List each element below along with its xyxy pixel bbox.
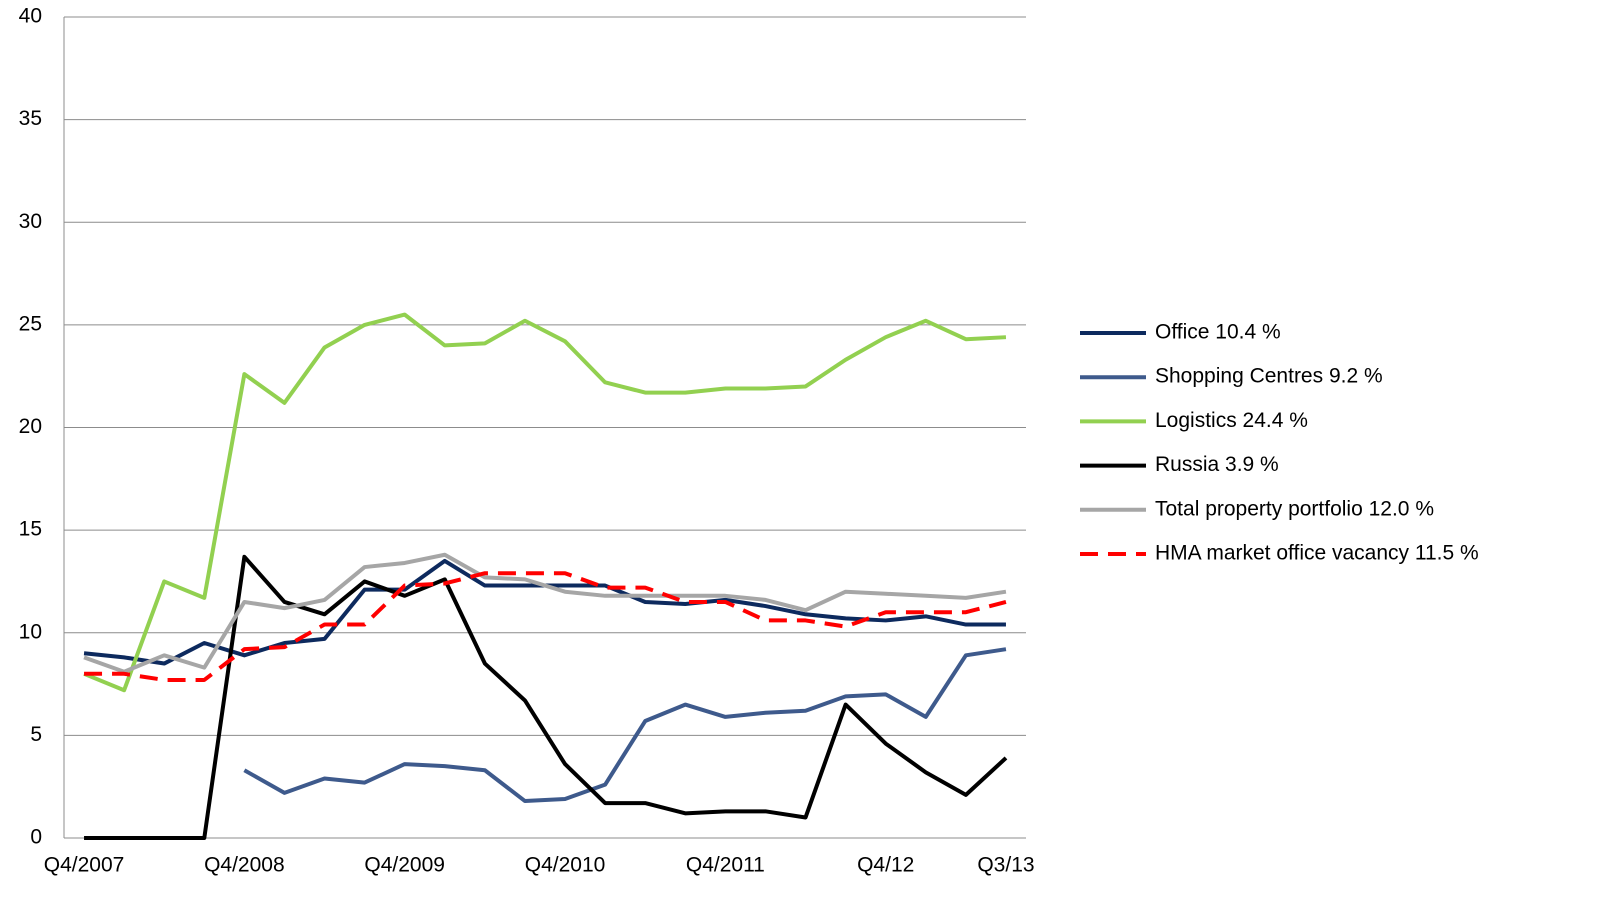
series-line	[83, 312, 1007, 693]
legend-label: Logistics 24.4 %	[1155, 409, 1308, 432]
x-tick-label: Q4/2011	[686, 854, 765, 877]
legend-label: Russia 3.9 %	[1155, 453, 1279, 476]
x-tick-label: Q4/2009	[364, 854, 445, 877]
series-line	[84, 554, 1008, 840]
y-tick-label: 25	[19, 312, 42, 335]
series-line	[84, 571, 1007, 682]
x-tick-label: Q4/2008	[204, 854, 285, 877]
y-tick-label: 15	[19, 518, 42, 541]
x-tick-label: Q4/12	[857, 854, 914, 877]
y-tick-label: 20	[19, 415, 42, 438]
x-tick-label: Q4/2007	[44, 854, 125, 877]
series-line	[83, 558, 1006, 666]
series-line	[243, 647, 1007, 804]
series-line	[83, 552, 1007, 674]
y-tick-label: 35	[19, 107, 42, 130]
x-tick-label: Q3/13	[977, 854, 1034, 877]
legend-label: HMA market office vacancy 11.5 %	[1155, 542, 1479, 565]
x-tick-label: Q4/2010	[525, 854, 606, 877]
y-tick-label: 10	[19, 620, 42, 643]
legend-label: Office 10.4 %	[1155, 321, 1281, 344]
y-tick-label: 40	[19, 5, 42, 28]
y-tick-label: 5	[30, 723, 42, 746]
y-tick-label: 30	[19, 210, 42, 233]
y-tick-label: 0	[30, 826, 42, 849]
legend-label: Total property portfolio 12.0 %	[1155, 497, 1434, 520]
legend-label: Shopping Centres 9.2 %	[1155, 365, 1383, 388]
